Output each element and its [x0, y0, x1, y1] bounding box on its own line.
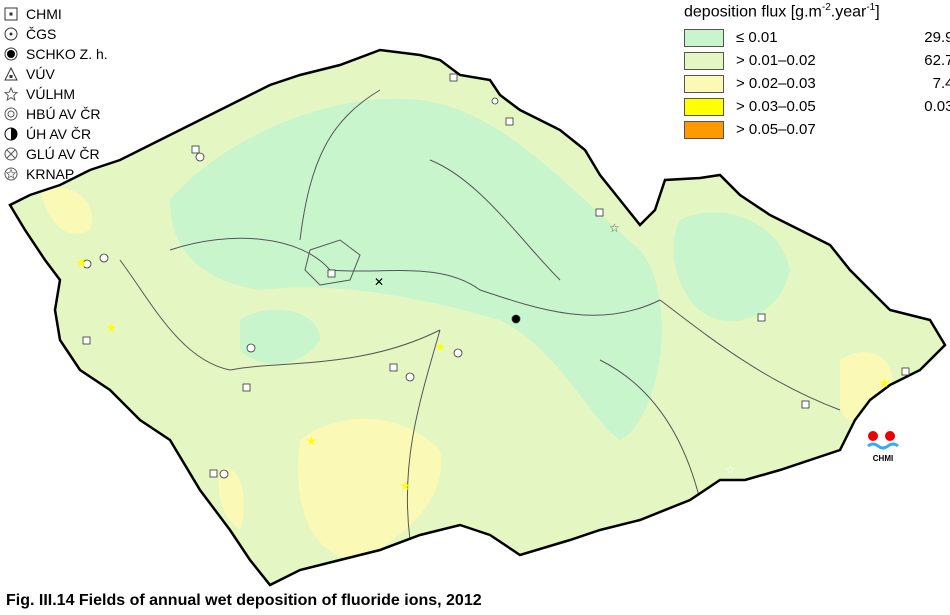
flux-legend-title: deposition flux [g.m-2.year-1]: [684, 2, 880, 21]
class-percent: 0.03 %: [924, 98, 950, 116]
station-legend-item: SCHKO Z. h.: [4, 44, 108, 64]
square-dot-icon: [4, 7, 18, 21]
svg-text:☆: ☆: [725, 463, 736, 477]
flux-class: > 0.02–0.03 7.4 %: [684, 72, 950, 95]
double-circle-icon: [4, 107, 18, 121]
logo-text: CHMI: [872, 454, 894, 463]
station-label: HBÚ AV ČR: [26, 106, 101, 122]
circle-dot-icon: [4, 27, 18, 41]
svg-text:★: ★: [306, 434, 317, 448]
station-label: VÚV: [26, 66, 55, 82]
class-percent: 62.7 %: [924, 52, 950, 70]
class-range: > 0.03–0.05: [736, 98, 816, 116]
flux-class: > 0.01–0.02 62.7 %: [684, 49, 950, 72]
station-legend-item: VÚLHM: [4, 84, 108, 104]
station-label: KRNAP: [26, 166, 75, 182]
class-percent: 29.9 %: [924, 29, 950, 47]
chmi-logo: CHMI: [866, 430, 900, 463]
station-label: GLÚ AV ČR: [26, 146, 100, 162]
class-range: > 0.02–0.03: [736, 75, 816, 93]
color-swatch: [684, 74, 724, 93]
station-legend-item: VÚV: [4, 64, 108, 84]
station-legend: CHMI ČGS SCHKO Z. h. VÚV VÚLHM HBÚ AV ČR ÚH AV…: [4, 4, 108, 184]
station-legend-item: CHMI: [4, 4, 108, 24]
svg-text:✕: ✕: [374, 275, 384, 289]
low-flux-area: [240, 309, 320, 364]
station-legend-item: GLÚ AV ČR: [4, 144, 108, 164]
class-range: > 0.01–0.02: [736, 52, 816, 70]
station-label: ČGS: [26, 26, 57, 42]
color-swatch: [684, 51, 724, 70]
class-percent: 7.4 %: [932, 75, 950, 93]
station-label: SCHKO Z. h.: [26, 46, 108, 62]
flux-class: > 0.05–0.07: [684, 118, 950, 141]
svg-text:★: ★: [435, 340, 446, 354]
station-label: VÚLHM: [26, 86, 76, 102]
station-legend-item: KRNAP: [4, 164, 108, 184]
flux-class: ≤ 0.01 29.9 %: [684, 26, 950, 49]
svg-text:☆: ☆: [609, 221, 620, 235]
flux-legend: deposition flux [g.m-2.year-1] ≤ 0.01 29.…: [684, 2, 950, 141]
svg-text:★: ★: [76, 256, 87, 270]
station-legend-item: ČGS: [4, 24, 108, 44]
class-range: ≤ 0.01: [736, 29, 778, 47]
triangle-icon: [4, 67, 18, 81]
circle-x-icon: [4, 147, 18, 161]
mid-flux-area: [40, 187, 92, 234]
filled-circle-ring-icon: [4, 47, 18, 61]
circle-star-icon: [4, 167, 18, 181]
svg-text:★: ★: [106, 321, 117, 335]
svg-text:★: ★: [400, 479, 411, 493]
mid-flux-area: [218, 468, 244, 530]
mid-flux-area: [298, 418, 442, 560]
station-legend-item: ÚH AV ČR: [4, 124, 108, 144]
class-range: > 0.05–0.07: [736, 121, 816, 139]
svg-text:★: ★: [879, 376, 890, 390]
station-label: ÚH AV ČR: [26, 126, 92, 142]
half-circle-icon: [4, 127, 18, 141]
region-borders: [119, 89, 841, 541]
stations: ✕ ★ ★ ★ ★ ★ ★ ☆ ☆: [76, 73, 910, 493]
color-swatch: [684, 28, 724, 47]
color-swatch: [684, 120, 724, 139]
star-icon: [4, 87, 18, 101]
low-flux-area: [673, 212, 790, 322]
figure-caption: Fig. III.14 Fields of annual wet deposit…: [6, 592, 482, 609]
station-label: CHMI: [26, 6, 62, 22]
station-legend-item: HBÚ AV ČR: [4, 104, 108, 124]
flux-class: > 0.03–0.05 0.03 %: [684, 95, 950, 118]
low-flux-area: [170, 98, 662, 440]
color-swatch: [684, 97, 724, 116]
deposition-map: ✕ ★ ★ ★ ★ ★ ★ ☆ ☆: [8, 48, 947, 587]
